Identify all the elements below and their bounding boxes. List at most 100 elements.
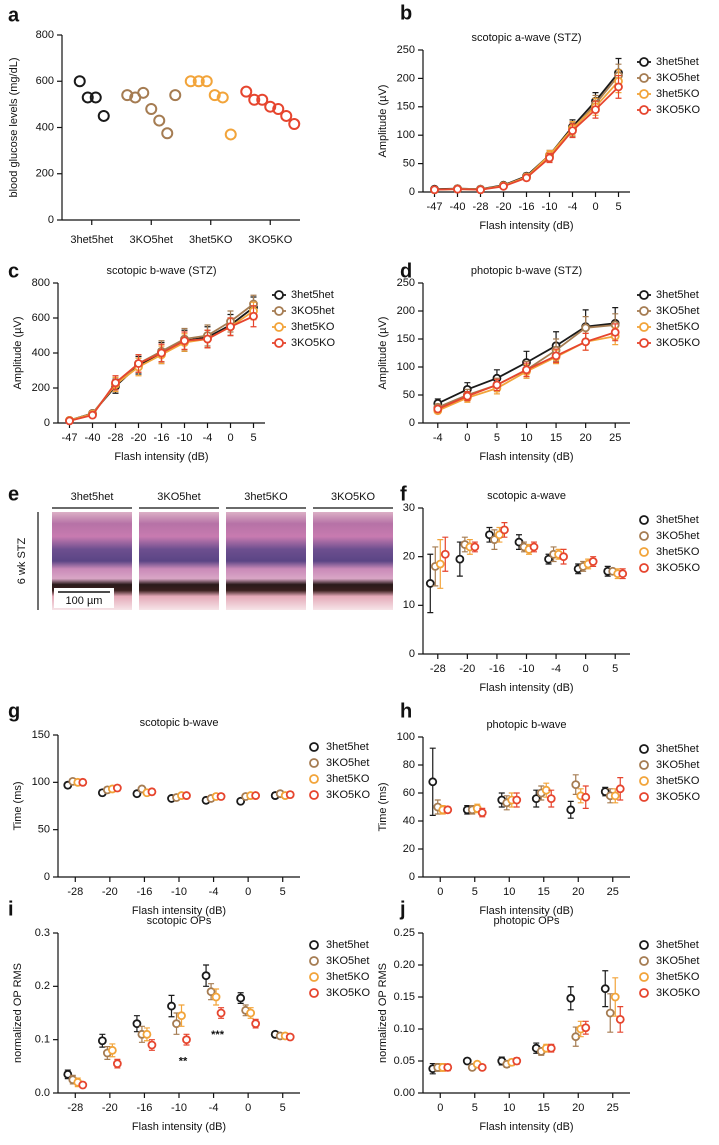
data-point — [132, 789, 142, 799]
data-point — [512, 795, 522, 805]
x-tick-label: -20 — [102, 886, 118, 898]
legend-label: 3het5KO — [291, 321, 335, 333]
data-point — [531, 794, 541, 803]
legend-marker — [639, 57, 649, 67]
data-point — [495, 530, 504, 540]
y-tick-label: 0.1 — [35, 1034, 50, 1046]
legend-label: 3KO5KO — [656, 987, 700, 999]
y-axis-label: normalized OP RMS — [377, 963, 389, 1063]
series-line — [69, 315, 254, 422]
legend-label: 3KO5KO — [326, 987, 370, 999]
x-tick-label: 5 — [250, 432, 256, 444]
y-tick-label: 0 — [409, 871, 415, 883]
x-tick-label: 0 — [437, 886, 443, 898]
x-tick-label: 5 — [472, 1102, 478, 1114]
data-point — [559, 552, 568, 562]
legend-label: 3het5KO — [656, 321, 700, 333]
data-point — [147, 1040, 157, 1050]
data-point — [272, 103, 285, 115]
chart-title: scotopic a-wave — [487, 490, 566, 502]
data-point — [499, 181, 508, 191]
data-point — [500, 525, 509, 535]
panel-letter: i — [8, 898, 14, 920]
x-tick-label: -28 — [67, 1102, 83, 1114]
data-point — [73, 75, 86, 88]
legend-marker — [639, 290, 649, 300]
data-point — [132, 1019, 142, 1029]
annotation: ** — [179, 1056, 188, 1068]
side-label: 6 wk STZ — [16, 537, 28, 584]
legend-marker — [309, 742, 319, 752]
data-point — [581, 337, 591, 347]
chart-title: scotopic OPs — [147, 915, 212, 927]
legend-label: 3KO5het — [656, 955, 699, 967]
histology-image — [226, 512, 306, 610]
data-point — [605, 1008, 615, 1018]
y-tick-label: 30 — [403, 502, 415, 514]
data-point — [435, 559, 445, 569]
data-point — [97, 109, 110, 122]
data-point — [512, 1056, 522, 1066]
x-tick-label: -10 — [177, 432, 193, 444]
legend-label: 3KO5het — [656, 72, 699, 84]
y-tick-label: 0 — [48, 214, 54, 226]
x-tick-label: 5 — [615, 201, 621, 213]
data-point — [208, 89, 221, 102]
x-tick-label: 15 — [538, 886, 550, 898]
legend-label: 3KO5KO — [656, 337, 700, 349]
y-tick-label: 0 — [44, 417, 50, 429]
data-point — [581, 792, 591, 802]
y-tick-label: 800 — [36, 29, 54, 41]
data-point — [522, 365, 531, 375]
data-point — [600, 984, 610, 994]
y-tick-label: 400 — [32, 347, 50, 359]
x-tick-label: -10 — [519, 663, 535, 675]
y-tick-label: 10 — [403, 599, 415, 611]
legend-marker — [639, 792, 649, 802]
legend-label: 3het5het — [291, 289, 334, 301]
x-tick-label: 3het5KO — [189, 234, 233, 246]
data-point — [490, 535, 499, 545]
legend-marker — [309, 956, 319, 966]
y-tick-label: 50 — [38, 824, 50, 836]
x-axis-label: Flash intensity (dB) — [479, 905, 573, 917]
x-tick-label: -28 — [108, 432, 124, 444]
data-point — [522, 173, 531, 183]
legend-marker — [639, 760, 649, 770]
legend-label: 3KO5het — [326, 757, 369, 769]
legend-label: 3KO5het — [326, 955, 369, 967]
x-tick-label: -16 — [519, 201, 535, 213]
data-point — [63, 1069, 73, 1079]
y-tick-label: 0.25 — [394, 927, 415, 939]
x-tick-label: -10 — [542, 201, 558, 213]
y-axis-label: blood glucose levels (mg/dL) — [8, 57, 20, 197]
x-tick-label: -16 — [136, 886, 152, 898]
y-tick-label: 50 — [403, 389, 415, 401]
x-tick-label: 3het5het — [70, 234, 113, 246]
x-tick-label: 5 — [472, 886, 478, 898]
data-point — [216, 91, 229, 104]
x-tick-label: 15 — [550, 432, 562, 444]
data-point — [240, 85, 253, 98]
y-tick-label: 200 — [36, 168, 54, 180]
data-point — [89, 91, 102, 104]
x-tick-label: -20 — [131, 432, 147, 444]
x-tick-label: 0 — [245, 886, 251, 898]
y-tick-label: 150 — [397, 101, 415, 113]
legend-label: 3het5KO — [326, 773, 370, 785]
y-tick-label: 0.00 — [394, 1087, 415, 1099]
data-point — [285, 790, 295, 800]
data-point — [492, 380, 502, 390]
panel-letter: h — [400, 700, 412, 722]
data-point — [443, 1063, 453, 1072]
data-point — [182, 791, 191, 800]
data-point — [180, 336, 189, 346]
legend-label: 3KO5het — [291, 305, 334, 317]
data-point — [544, 554, 553, 564]
legend-label: 3het5het — [326, 939, 369, 951]
data-point — [107, 1045, 117, 1055]
legend-marker — [639, 744, 649, 754]
data-point — [172, 1019, 181, 1029]
x-tick-label: 0 — [437, 1102, 443, 1114]
x-tick-label: 0 — [245, 1102, 251, 1114]
